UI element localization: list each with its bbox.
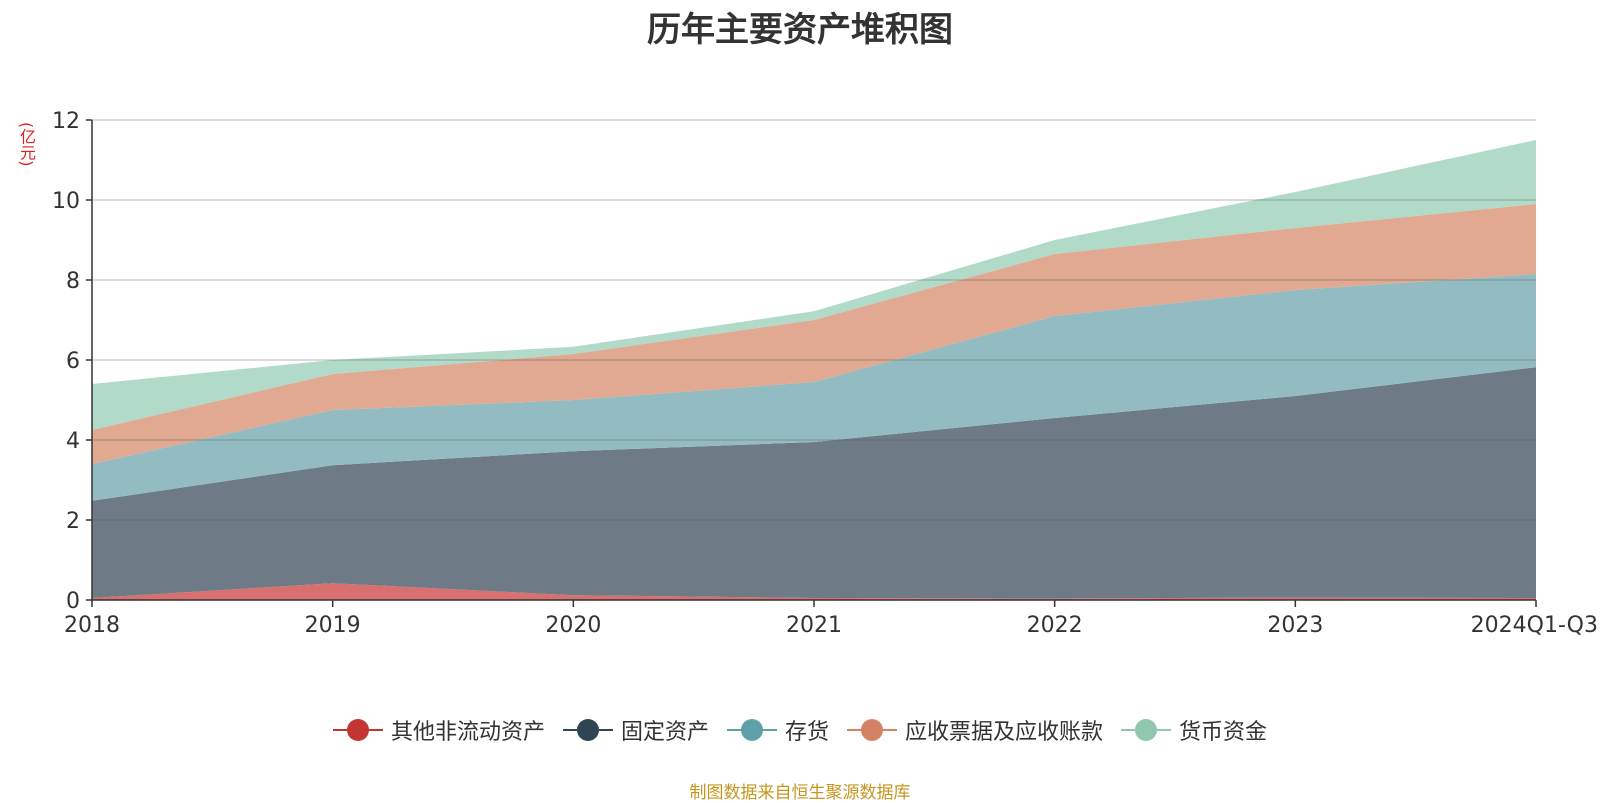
y-tick-label-0: 0 [66,589,80,614]
y-tick-label-6: 6 [66,349,80,374]
area-series-2 [92,274,1536,501]
x-tick-label-6: 2024Q1-Q3 [1471,613,1598,638]
y-axis-unit-label: (亿元) [17,122,36,167]
legend-label: 货币资金 [1179,720,1268,745]
y-tick-label-2: 2 [66,509,80,534]
x-tick-label-5: 2023 [1267,613,1323,638]
area-series-4 [92,140,1536,430]
y-tick-label-8: 8 [66,269,80,294]
x-tick-label-3: 2021 [786,613,842,638]
legend-marker-icon [847,717,897,743]
area-series-0 [92,583,1536,600]
legend-item-0[interactable]: 其他非流动资产 [332,714,545,746]
legend-label: 存货 [784,720,829,745]
x-tick-label-0: 2018 [64,613,120,638]
legend-item-3[interactable]: 应收票据及应收账款 [847,714,1103,746]
x-tick-label-4: 2022 [1027,613,1083,638]
stacked-area-chart: 0 2 4 6 8 10 12 2018 2019 2020 2021 2022 2023 2024Q1-… [52,109,1598,638]
legend-item-2[interactable]: 存货 [726,714,829,746]
chart-title: 历年主要资产堆积图 [647,10,953,50]
legend-marker-icon [1121,717,1172,743]
area-series-1 [92,367,1536,599]
legend-marker-icon [726,717,777,743]
area-series-3 [92,204,1536,464]
chart-legend: 其他非流动资产 固定资产 存货 应收票据及应收账款 货币资金 [0,714,1600,746]
legend-item-1[interactable]: 固定资产 [562,714,709,746]
legend-item-4[interactable]: 货币资金 [1121,714,1267,746]
legend-marker-icon [562,717,613,743]
legend-label: 其他非流动资产 [390,720,545,745]
y-tick-label-10: 10 [52,189,80,214]
y-tick-label-12: 12 [52,109,80,134]
legend-label: 固定资产 [620,720,709,745]
x-tick-label-1: 2019 [305,613,361,638]
legend-label: 应收票据及应收账款 [905,720,1104,745]
x-tick-label-2: 2020 [545,613,601,638]
y-tick-label-4: 4 [66,429,80,454]
source-note: 制图数据来自恒生聚源数据库 [689,783,911,803]
legend-marker-icon [332,717,383,743]
